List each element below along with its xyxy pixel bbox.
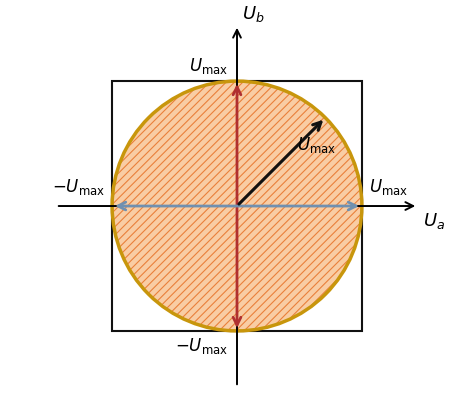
Circle shape bbox=[112, 81, 362, 331]
Text: $U_{\mathrm{max}}$: $U_{\mathrm{max}}$ bbox=[297, 135, 336, 155]
Text: $U_a$: $U_a$ bbox=[423, 211, 445, 231]
Bar bbox=[112, 81, 362, 331]
Text: $U_{\mathrm{max}}$: $U_{\mathrm{max}}$ bbox=[189, 56, 228, 76]
Text: $U_b$: $U_b$ bbox=[242, 4, 264, 24]
Text: $-U_{\mathrm{max}}$: $-U_{\mathrm{max}}$ bbox=[175, 336, 228, 356]
Text: $-U_{\mathrm{max}}$: $-U_{\mathrm{max}}$ bbox=[52, 177, 105, 197]
Text: $U_{\mathrm{max}}$: $U_{\mathrm{max}}$ bbox=[369, 177, 409, 197]
